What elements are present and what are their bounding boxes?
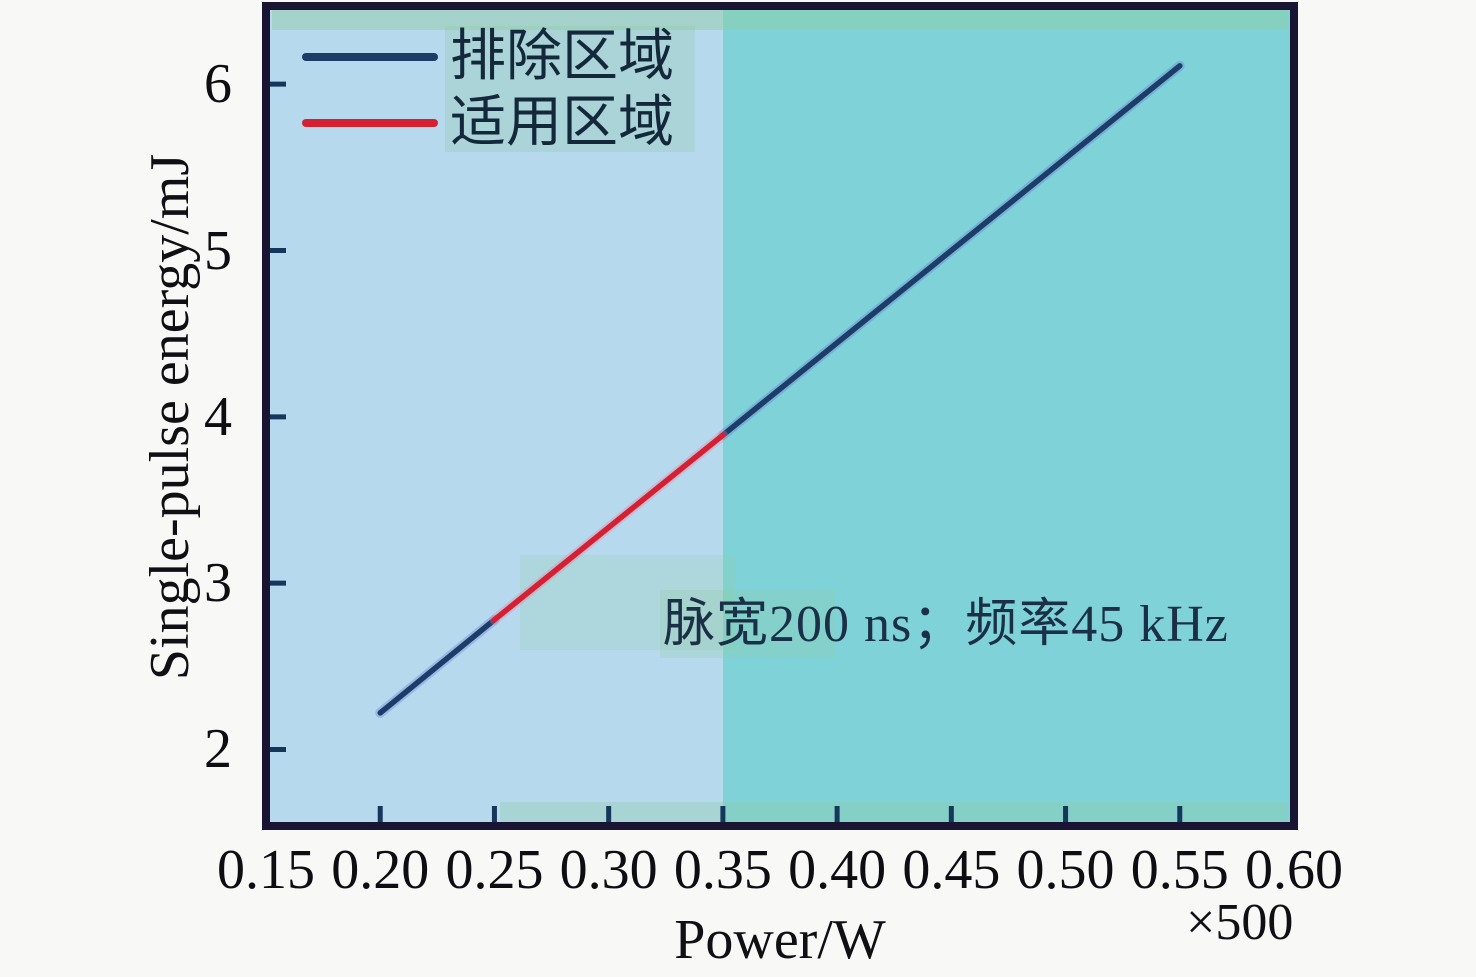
- compression-tint: [272, 10, 1288, 30]
- legend-line-swatch-excluded: [302, 53, 438, 61]
- plot-border: [262, 2, 1298, 830]
- legend-line-swatch-applicable: [302, 119, 438, 127]
- x-tick-label: 0.30: [559, 839, 658, 901]
- legend: 排除区域 适用区域: [302, 24, 674, 156]
- x-tick-label: 0.35: [673, 839, 772, 901]
- legend-item-applicable-region: 适用区域: [302, 90, 674, 156]
- y-tick-label: 5: [204, 219, 232, 282]
- series-line: [720, 63, 1183, 438]
- x-tick-label: 0.15: [217, 839, 315, 901]
- x-tick-label: 0.25: [445, 839, 544, 901]
- compression-tint: [445, 26, 695, 152]
- x-tick-label: 0.20: [331, 839, 430, 901]
- x-axis-multiplier: ×500: [1186, 894, 1294, 951]
- compression-tint: [660, 590, 835, 658]
- x-tick-label: 0.40: [788, 839, 887, 901]
- plot-background-right-band: [722, 6, 1294, 826]
- compression-tint: [500, 802, 1288, 824]
- legend-label-applicable: 适用区域: [450, 92, 674, 154]
- x-tick-label: 0.50: [1016, 839, 1115, 901]
- y-tick-label: 3: [204, 552, 232, 615]
- x-tick-label: 0.45: [902, 839, 1001, 901]
- plot-background-left-band: [266, 6, 723, 826]
- legend-item-excluded-region: 排除区域: [302, 24, 674, 90]
- legend-label-excluded: 排除区域: [450, 26, 674, 88]
- series-line: [377, 617, 498, 716]
- y-tick-label: 2: [204, 718, 232, 781]
- y-tick-label: 4: [204, 385, 232, 448]
- annotation-pulse-params: 脉宽200 ns；频率45 kHz: [663, 596, 1229, 653]
- x-axis-title: Power/W: [674, 909, 886, 971]
- series-line: [491, 432, 726, 623]
- x-tick-label: 0.55: [1130, 839, 1229, 901]
- x-tick-label: 0.60: [1245, 839, 1343, 901]
- y-tick-label: 6: [204, 53, 232, 116]
